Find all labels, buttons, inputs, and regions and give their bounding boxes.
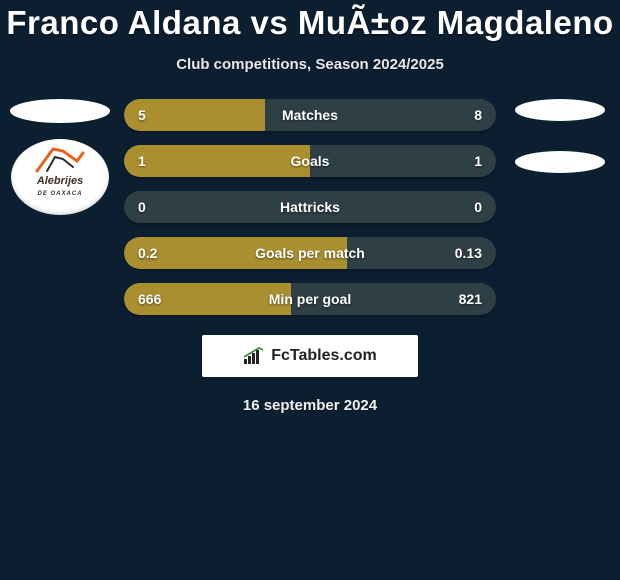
left-side: Alebrijes DE OAXACA <box>10 99 110 215</box>
stat-left-value: 5 <box>138 107 146 123</box>
stat-left-value: 0.2 <box>138 245 157 261</box>
stat-bar: 5 Matches 8 <box>124 99 496 131</box>
right-side <box>510 99 610 173</box>
stat-right-value: 8 <box>474 107 482 123</box>
brand-chart-icon <box>243 347 265 365</box>
page-title: Franco Aldana vs MuÃ±oz Magdaleno <box>0 4 620 42</box>
left-player-ellipse <box>10 99 110 123</box>
left-team-badge: Alebrijes DE OAXACA <box>11 139 109 215</box>
stat-right-value: 0.13 <box>455 245 482 261</box>
brand-box[interactable]: FcTables.com <box>202 335 418 377</box>
stat-label: Goals per match <box>255 245 365 261</box>
left-team-badge-circle: Alebrijes DE OAXACA <box>11 139 109 215</box>
alebrijes-icon <box>33 145 87 175</box>
stat-left-value: 1 <box>138 153 146 169</box>
right-player-ellipse <box>515 99 605 121</box>
stat-bar: 666 Min per goal 821 <box>124 283 496 315</box>
content-row: Alebrijes DE OAXACA 5 Matches 8 1 Goals 1 0 Hat… <box>0 99 620 315</box>
stat-label: Goals <box>291 153 330 169</box>
stat-bar: 0.2 Goals per match 0.13 <box>124 237 496 269</box>
stat-right-value: 821 <box>459 291 482 307</box>
stat-label: Min per goal <box>269 291 351 307</box>
stat-label: Hattricks <box>280 199 340 215</box>
subtitle: Club competitions, Season 2024/2025 <box>0 56 620 73</box>
stat-bar-fill <box>124 145 310 177</box>
stat-left-value: 666 <box>138 291 161 307</box>
left-team-name-text: Alebrijes <box>37 175 83 187</box>
date-text: 16 september 2024 <box>0 397 620 414</box>
left-team-name-sub: DE OAXACA <box>37 191 82 197</box>
stat-bars: 5 Matches 8 1 Goals 1 0 Hattricks 0 0.2 Goals per … <box>124 99 496 315</box>
stat-bar: 0 Hattricks 0 <box>124 191 496 223</box>
stat-label: Matches <box>282 107 338 123</box>
stat-right-value: 1 <box>474 153 482 169</box>
right-team-ellipse <box>515 151 605 173</box>
left-team-name: Alebrijes DE OAXACA <box>37 176 83 198</box>
brand-text: FcTables.com <box>271 347 377 365</box>
stat-left-value: 0 <box>138 199 146 215</box>
stat-bar: 1 Goals 1 <box>124 145 496 177</box>
comparison-card: Franco Aldana vs MuÃ±oz Magdaleno Club c… <box>0 0 620 580</box>
stat-right-value: 0 <box>474 199 482 215</box>
